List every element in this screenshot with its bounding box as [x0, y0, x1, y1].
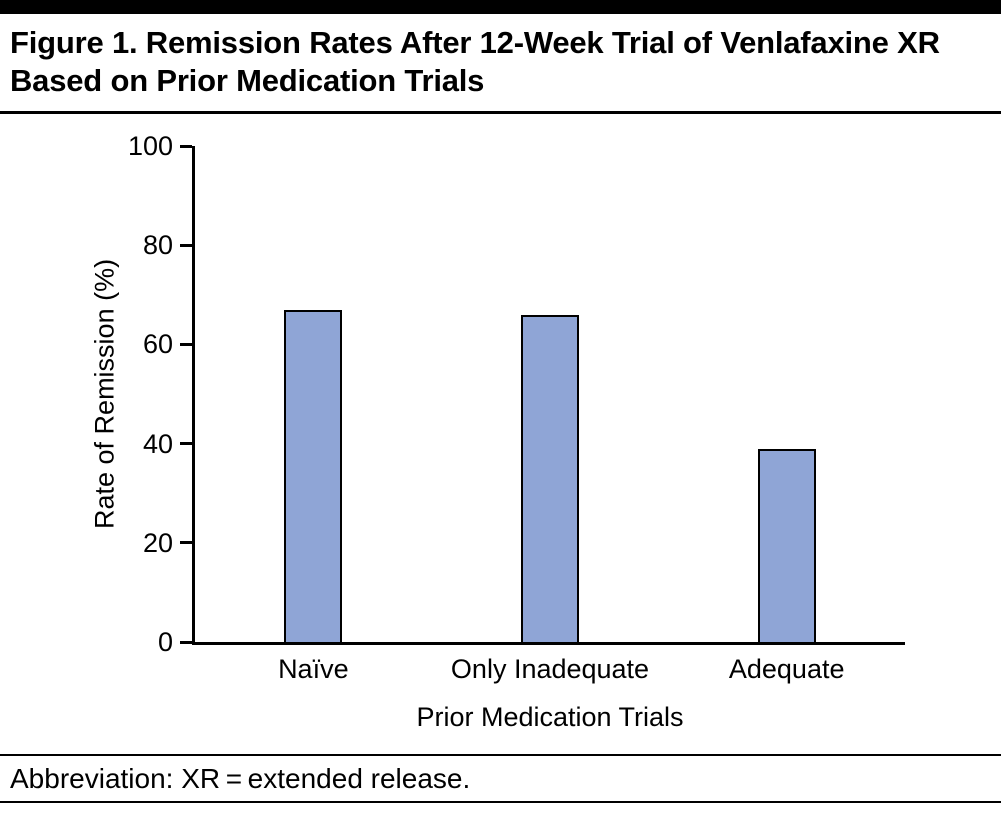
y-axis-title: Rate of Remission (%)	[89, 258, 120, 530]
title-divider-rule	[0, 111, 1001, 114]
figure-footnote: Abbreviation: XR = extended release.	[0, 754, 1001, 803]
x-tick-label: Naïve	[278, 654, 349, 684]
y-tick-label: 100	[127, 131, 173, 161]
bar	[521, 314, 579, 642]
y-tick-mark	[180, 541, 192, 545]
y-tick-mark	[180, 144, 192, 148]
bar-column	[432, 146, 669, 642]
figure-title: Figure 1. Remission Rates After 12-Week …	[10, 25, 940, 98]
x-tick-label: Adequate	[728, 654, 845, 684]
y-tick-label: 60	[142, 329, 173, 360]
plot-area: 0 20 40 60 80 100	[128, 131, 905, 657]
bar-column	[195, 146, 432, 642]
x-axis-title: Prior Medication Trials	[416, 702, 684, 732]
y-tick-mark	[180, 243, 192, 247]
x-labels-row: Naïve Only Inadequate Adequate	[195, 654, 905, 685]
y-tick-label: 0	[157, 627, 173, 657]
y-tick-mark	[180, 442, 192, 446]
bar	[284, 309, 343, 642]
bar-column	[668, 146, 905, 642]
x-tick-label: Only Inadequate	[450, 654, 650, 684]
top-banner-bar	[0, 0, 1001, 14]
bar	[757, 448, 816, 642]
y-tick-label: 20	[142, 527, 173, 558]
y-tick-label: 40	[142, 428, 173, 459]
y-tick-label: 80	[142, 230, 173, 261]
y-tick-mark	[180, 342, 192, 346]
bars-row	[195, 146, 905, 642]
y-tick-mark	[180, 640, 192, 644]
